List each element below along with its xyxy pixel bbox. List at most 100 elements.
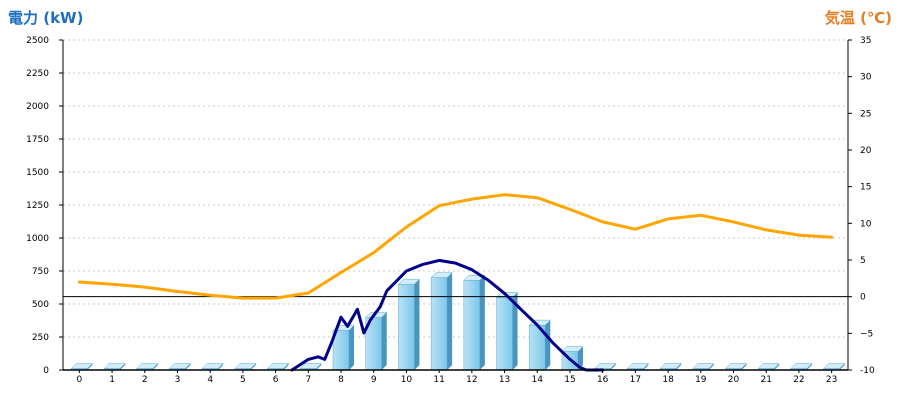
x-tick-label: 20 — [728, 375, 740, 385]
bar-top — [234, 363, 257, 369]
bar-top — [201, 363, 224, 369]
x-tick-label: 23 — [826, 375, 837, 385]
bar — [659, 363, 682, 371]
right-tick-label: 25 — [860, 109, 871, 119]
bar — [168, 363, 192, 371]
bar-front — [463, 279, 481, 371]
bar — [365, 311, 388, 371]
bar — [823, 363, 846, 371]
bar-side — [218, 363, 224, 370]
bar — [626, 363, 649, 371]
x-tick-label: 9 — [371, 375, 377, 385]
bar-top — [136, 363, 159, 369]
bar — [299, 363, 322, 371]
bar-side — [839, 363, 845, 370]
bar-side — [381, 312, 387, 370]
right-tick-label: 10 — [860, 219, 872, 229]
x-tick-label: 14 — [532, 375, 544, 385]
left-tick-label: 750 — [32, 267, 49, 277]
bar-side — [87, 363, 93, 370]
left-axis-title: 電力 (kW) — [8, 9, 83, 27]
gridlines — [63, 39, 848, 338]
bar-top — [626, 363, 649, 369]
bar-side — [447, 272, 453, 370]
bar-top — [724, 363, 748, 369]
left-tick-label: 1250 — [26, 201, 49, 211]
left-tick-label: 0 — [43, 366, 49, 376]
bar-side — [349, 325, 355, 370]
bar — [463, 274, 486, 371]
temperature-line — [77, 193, 834, 300]
bar — [234, 363, 257, 371]
x-tick-label: 4 — [207, 375, 213, 385]
right-tick-label: 20 — [860, 146, 872, 156]
bar-side — [806, 363, 812, 370]
left-tick-label: 2250 — [26, 69, 49, 79]
x-tick-label: 10 — [401, 375, 413, 385]
bar — [332, 325, 355, 371]
right-tick-label: -10 — [860, 366, 875, 376]
x-tick-label: 15 — [564, 375, 575, 385]
right-axis-title: 気温 (℃) — [825, 9, 892, 27]
x-tick-label: 17 — [630, 375, 641, 385]
left-tick-label: 2500 — [26, 36, 49, 46]
x-tick-label: 3 — [175, 375, 181, 385]
x-tick-label: 11 — [433, 375, 444, 385]
bar-series — [70, 272, 846, 371]
x-tick-label: 18 — [662, 375, 674, 385]
x-tick-label: 7 — [305, 375, 311, 385]
left-tick-label: 500 — [32, 300, 49, 310]
bar — [201, 363, 224, 371]
bar-side — [120, 363, 126, 370]
x-tick-label: 16 — [597, 375, 609, 385]
bar-top — [463, 274, 486, 281]
bar-side — [414, 279, 420, 370]
bar-side — [577, 346, 583, 370]
bar — [136, 363, 159, 371]
bar-top — [790, 363, 813, 369]
bar-side — [512, 292, 518, 370]
line-series — [77, 193, 834, 372]
left-tick-label: 1500 — [26, 168, 49, 178]
bar-top — [757, 363, 780, 369]
x-tick-label: 13 — [499, 375, 510, 385]
right-tick-label: 35 — [860, 36, 871, 46]
right-tick-label: 0 — [860, 293, 866, 303]
right-tick-label: −5 — [860, 329, 873, 339]
bar-top — [659, 363, 682, 369]
bar — [757, 363, 780, 371]
bar — [790, 363, 813, 371]
bar-top — [561, 346, 584, 352]
bar — [267, 363, 290, 371]
x-tick-label: 5 — [240, 375, 246, 385]
bar-top — [103, 363, 126, 369]
x-tick-label: 6 — [273, 375, 279, 385]
left-tick-label: 1750 — [26, 135, 49, 145]
x-tick-label: 8 — [338, 375, 344, 385]
tick-labels: 0 250 500 750 10 0 0 1250 1500 1750 2000 2250 2500 -1… — [26, 36, 875, 385]
bar-top — [168, 363, 192, 369]
x-tick-label: 22 — [793, 375, 804, 385]
left-tick-label: 250 — [32, 333, 49, 343]
bar — [724, 363, 748, 371]
bar — [397, 278, 421, 371]
bar-side — [708, 363, 714, 370]
left-tick-label: 2000 — [26, 102, 49, 112]
right-tick-label: 30 — [860, 73, 872, 83]
x-tick-label: 1 — [109, 375, 115, 385]
x-tick-label: 12 — [466, 375, 477, 385]
bar-side — [283, 363, 289, 370]
x-tick-label: 0 — [76, 375, 82, 385]
bar — [430, 272, 453, 371]
bar-side — [479, 275, 485, 370]
bar-front — [496, 297, 513, 371]
bar-side — [250, 363, 256, 370]
axes — [59, 39, 852, 373]
bar-side — [774, 363, 780, 370]
bar-side — [152, 363, 158, 370]
bar — [70, 363, 93, 371]
bar-top — [267, 363, 290, 369]
bar-top — [430, 272, 453, 278]
bar-top — [70, 363, 93, 369]
